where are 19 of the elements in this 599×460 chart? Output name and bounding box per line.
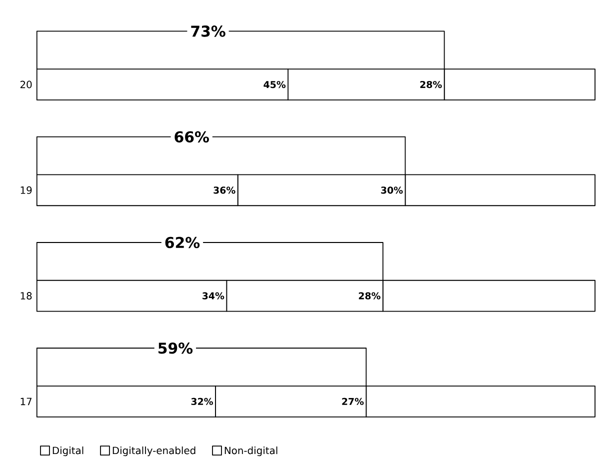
data-label: 32% [191, 398, 213, 406]
data-label: 30% [381, 186, 403, 194]
annotation: 59% [158, 342, 193, 354]
legend-label: Digitally-enabled [112, 446, 196, 456]
data-label: 34% [202, 292, 224, 300]
y-tick-label: 17 [20, 398, 32, 406]
legend-label: Digital [52, 446, 84, 456]
data-label: 27% [342, 398, 364, 406]
y-tick-label: 19 [20, 186, 32, 194]
annotation: 66% [174, 131, 209, 143]
data-label: 28% [358, 292, 380, 300]
legend-label: Non-digital [224, 446, 278, 456]
annotation: 62% [165, 237, 200, 248]
data-label: 45% [264, 81, 286, 88]
y-tick-label: 20 [20, 80, 32, 89]
data-label: 36% [214, 186, 236, 194]
annotation: 73% [191, 26, 226, 38]
data-label: 28% [420, 81, 442, 88]
y-tick-label: 18 [20, 292, 32, 300]
